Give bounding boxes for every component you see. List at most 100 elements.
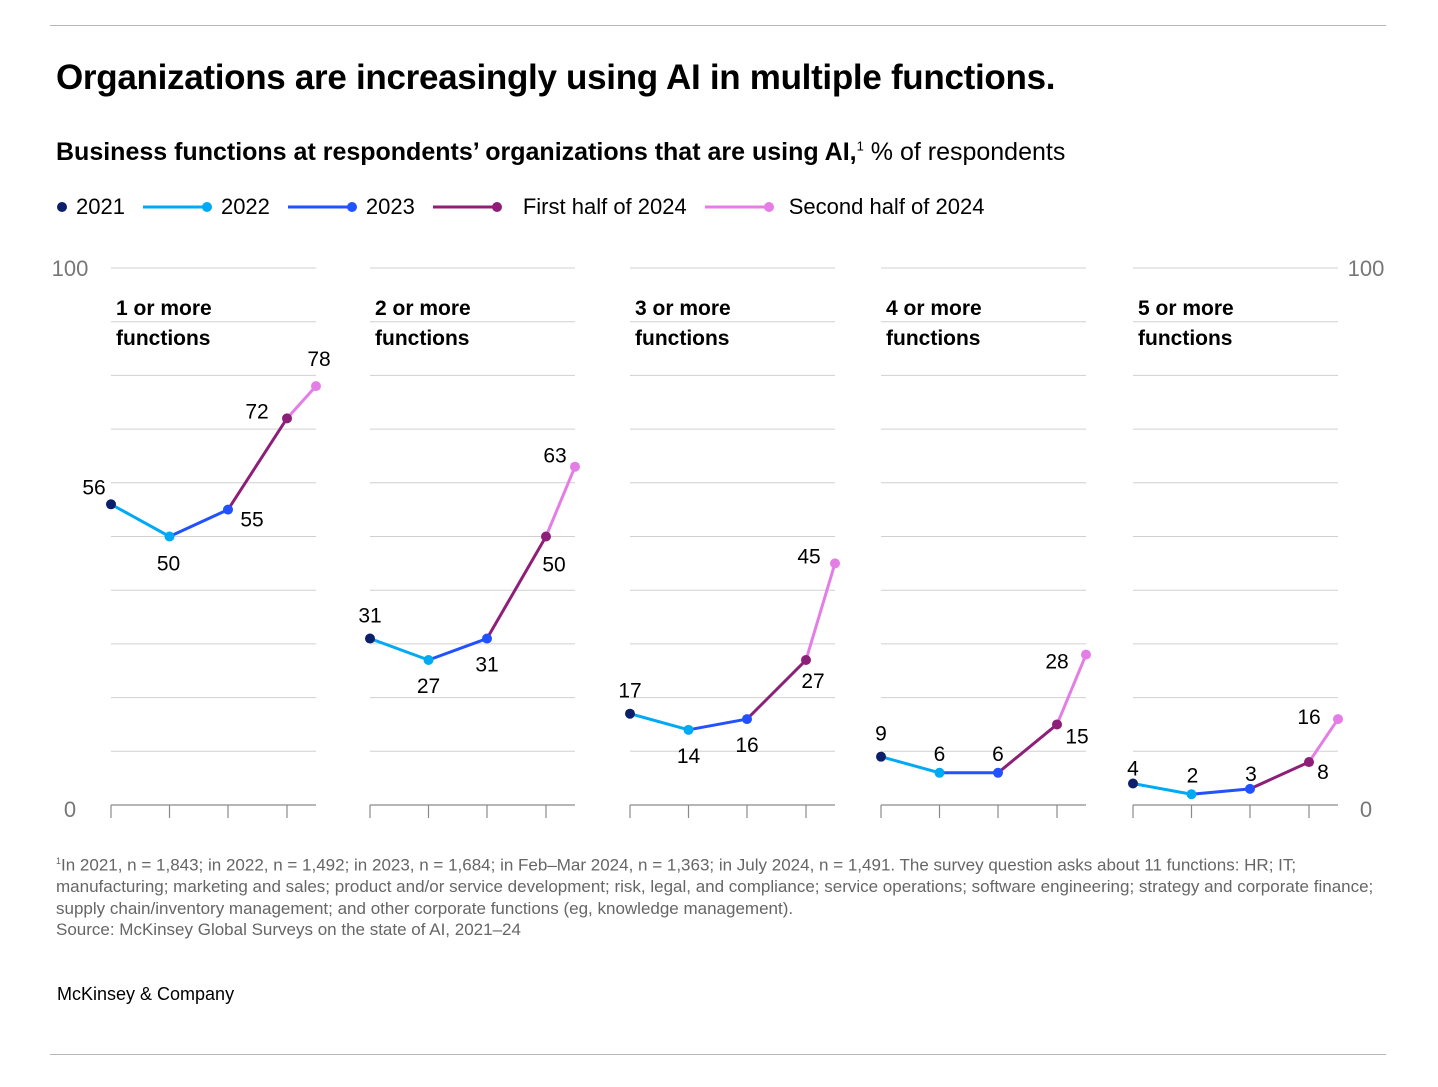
top-rule (50, 25, 1386, 26)
panel-title: 1 or more (116, 297, 212, 320)
panel-title: 2 or more (375, 297, 471, 320)
panel-title: 3 or more (635, 297, 731, 320)
data-label: 9 (875, 723, 887, 746)
data-point (223, 504, 233, 515)
legend-label: 2021 (76, 194, 125, 219)
source-text: Source: McKinsey Global Surveys on the s… (56, 920, 521, 940)
panel-3: 3 or more functions 17 14 16 27 45 (618, 267, 840, 818)
data-label: 56 (82, 476, 105, 499)
series-segment-1 (880, 755, 940, 775)
data-point (570, 461, 580, 472)
data-point (801, 655, 811, 666)
bottom-rule (50, 1054, 1386, 1055)
series-segment-3 (745, 658, 808, 721)
series-segment-1 (1132, 782, 1192, 796)
y-axis-label-100: 100 (52, 256, 89, 281)
legend-marker-icon (432, 202, 502, 212)
data-point (1186, 789, 1197, 800)
data-point (423, 655, 434, 666)
legend-marker-icon (142, 202, 212, 212)
footnote: 1In 2021, n = 1,843; in 2022, n = 1,492;… (56, 851, 1376, 941)
data-label: 72 (245, 400, 268, 423)
series-segment-2 (168, 508, 229, 538)
data-label: 4 (1127, 758, 1139, 781)
panel-title: functions (886, 327, 981, 350)
data-point (742, 714, 752, 725)
data-label: 16 (735, 734, 758, 757)
subtitle-main: Business functions at respondents’ organ… (56, 138, 857, 166)
legend-marker-icon (57, 202, 67, 212)
series-segment-2 (1191, 787, 1251, 796)
panel-title: 4 or more (886, 297, 982, 320)
data-point (482, 633, 492, 644)
footnote-marker: 1 (56, 856, 62, 866)
chart-subtitle: Business functions at respondents’ organ… (56, 138, 1065, 167)
series-segment-3 (226, 417, 289, 511)
panel-title: functions (375, 327, 470, 350)
brand-logo: McKinsey & Company (57, 984, 235, 1004)
data-label: 2 (1187, 764, 1199, 787)
data-label: 16 (1297, 706, 1320, 729)
legend-label: 2023 (365, 194, 415, 219)
data-label: 3 (1245, 763, 1257, 786)
series-segment-4 (1055, 654, 1088, 726)
data-point (365, 633, 375, 644)
panel-4: 4 or more functions 9 6 6 15 28 (875, 267, 1091, 818)
data-point (993, 767, 1003, 778)
panel-5: 5 or more functions 4 2 3 8 16 (1127, 267, 1343, 818)
series-segment-4 (544, 466, 577, 538)
data-label: 55 (240, 509, 263, 532)
data-label: 50 (157, 553, 180, 576)
data-label: 27 (801, 670, 824, 693)
panel-1: 1 or more functions 56 50 55 72 78 (82, 267, 331, 818)
series-segment-2 (427, 637, 488, 662)
panel-2: 2 or more functions 31 27 31 50 63 (358, 267, 580, 818)
data-label: 50 (542, 554, 565, 577)
data-point (934, 767, 945, 778)
series-segment-4 (1307, 718, 1340, 763)
data-label: 27 (417, 675, 440, 698)
data-label: 6 (992, 743, 1004, 766)
data-point (1128, 778, 1138, 789)
data-point (282, 413, 292, 424)
footnote-text: In 2021, n = 1,843; in 2022, n = 1,492; … (56, 855, 1374, 918)
series-segment-4 (804, 562, 837, 661)
footnote-ref: 1 (856, 138, 864, 154)
data-label: 45 (797, 545, 820, 568)
data-point (1333, 714, 1343, 725)
series-segment-1 (110, 502, 171, 538)
data-point (311, 381, 321, 392)
data-label: 15 (1065, 725, 1088, 748)
data-label: 28 (1045, 651, 1068, 674)
series-segment-4 (285, 385, 318, 420)
data-point (541, 531, 551, 542)
series-segment-1 (629, 712, 689, 732)
data-point (683, 724, 694, 735)
data-point (830, 558, 840, 569)
data-label: 14 (677, 745, 701, 768)
subtitle-unit: % of respondents (863, 138, 1066, 166)
panel-title: functions (635, 327, 730, 350)
data-point (164, 531, 175, 542)
legend-item: 2021 (56, 194, 125, 220)
legend-label: 2022 (220, 194, 270, 219)
legend-label: First half of 2024 (522, 194, 687, 219)
data-point (1081, 649, 1091, 660)
series-segment-2 (688, 717, 748, 732)
data-point (1245, 783, 1255, 794)
data-label: 6 (934, 743, 946, 766)
legend: 2021 2022 2023 First half of 2024 Second hal… (56, 194, 1002, 220)
data-point (1304, 757, 1314, 768)
legend-item: First half of 2024 (432, 194, 687, 220)
legend-item: Second half of 2024 (704, 194, 985, 220)
series-segment-3 (485, 535, 548, 640)
data-label: 63 (543, 445, 566, 468)
y-axis-label-0-right: 0 (1360, 797, 1372, 822)
legend-label: Second half of 2024 (788, 194, 985, 219)
data-point (625, 708, 635, 719)
legend-marker-icon (704, 202, 774, 212)
y-axis-label-100-right: 100 (1348, 256, 1385, 281)
panel-title: 5 or more (1138, 297, 1234, 320)
small-multiples-chart: 0 100 0 100 1 or more functions 56 50 55 72 78 2 or… (52, 256, 1385, 822)
data-label: 8 (1317, 761, 1329, 784)
